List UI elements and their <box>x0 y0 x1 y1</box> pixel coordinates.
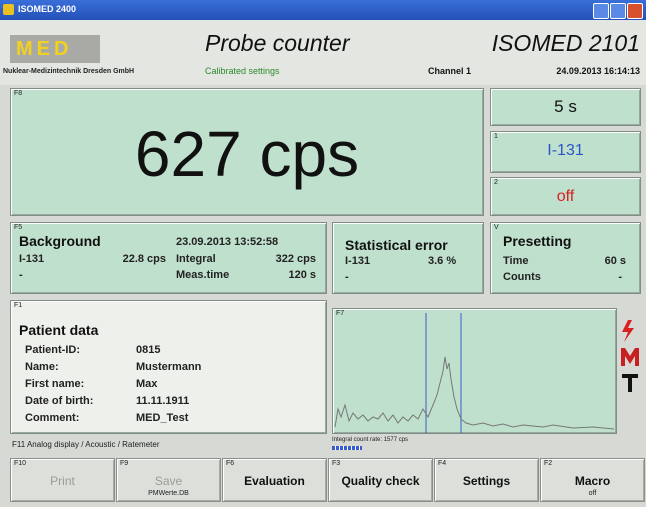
timestamp: 23.09.2013 13:52:58 <box>176 236 279 248</box>
nuclide: I-131 <box>345 255 371 267</box>
function-button[interactable]: F6 Evaluation <box>222 458 327 502</box>
field-value: Max <box>136 378 158 390</box>
field-label: Comment: <box>25 412 80 424</box>
key-hint: 1 <box>494 133 498 140</box>
nuclide: I-131 <box>19 253 45 265</box>
rate: 22.8 cps <box>122 253 166 265</box>
field-value: 11.11.1911 <box>136 395 190 407</box>
spectrum-plot <box>334 313 615 433</box>
integral-label: Integral <box>176 253 216 265</box>
row-label: Counts <box>503 271 541 283</box>
title-bar: ISOMED 2400 <box>0 0 646 20</box>
key-hint: F10 <box>14 460 27 467</box>
app-icon <box>3 4 14 15</box>
background-panel[interactable]: F5 Background 23.09.2013 13:52:58 I-131 … <box>10 222 327 294</box>
key-hint: F1 <box>14 302 23 309</box>
statistical-error-panel: Statistical error I-131 3.6 % - <box>332 222 484 294</box>
dash: - <box>19 269 23 281</box>
progress <box>332 446 362 450</box>
company: Nuklear-Medizintechnik Dresden GmbH <box>3 68 135 75</box>
field-label: Name: <box>25 361 59 373</box>
presetting-panel[interactable]: V Presetting Time 60 s Counts - <box>490 222 641 294</box>
button-label: Macro <box>574 474 611 488</box>
field-value: MED_Test <box>136 412 189 424</box>
button-label: Settings <box>462 474 511 488</box>
key-hint: 2 <box>494 179 498 186</box>
ratemeter-icon <box>628 374 632 392</box>
time-value: 5 s <box>554 97 577 116</box>
function-button[interactable]: F10 Print <box>10 458 115 502</box>
row-value: - <box>618 271 622 283</box>
close-button[interactable] <box>627 3 643 19</box>
function-button[interactable]: F9 Save PMWerte.DB <box>116 458 221 502</box>
nuclide-value: I-131 <box>547 142 584 159</box>
function-button[interactable]: F4 Settings <box>434 458 539 502</box>
panel-title: Patient data <box>19 322 99 338</box>
key-hint: F5 <box>14 224 23 231</box>
time-label: Meas.time <box>176 269 230 281</box>
key-hint: F8 <box>14 90 23 97</box>
spectrum-caption: Integral count rate: 1577 cps <box>332 437 409 443</box>
count-reading: 627 cps <box>134 118 360 190</box>
maximize-button[interactable] <box>610 3 626 19</box>
row-value: 60 s <box>604 255 626 267</box>
main-display: F8 627 cps <box>10 88 484 216</box>
panel-title: Background <box>19 233 101 249</box>
error-value: 3.6 % <box>428 255 457 267</box>
button-sublabel: off <box>588 490 597 497</box>
field-label: First name: <box>25 378 85 390</box>
logo-text: MED <box>16 38 73 60</box>
header: MED Nuklear-Medizintechnik Dresden GmbH … <box>0 20 646 85</box>
function-button[interactable]: F3 Quality check <box>328 458 433 502</box>
key-hint: F9 <box>120 460 129 467</box>
mode-panel[interactable]: 2 off <box>490 177 641 216</box>
integral-value: 322 cps <box>275 253 316 265</box>
key-hint: V <box>494 224 499 231</box>
logo: MED <box>10 35 100 63</box>
status-icons <box>621 320 639 392</box>
panel-title: Presetting <box>503 233 572 249</box>
subtitle: Calibrated settings <box>205 66 280 76</box>
button-label: Evaluation <box>244 474 305 488</box>
acoustic-icon <box>622 320 634 342</box>
spectrum-trace <box>334 356 615 430</box>
datetime: 24.09.2013 16:14:13 <box>556 66 640 76</box>
nuclide-panel[interactable]: 1 I-131 <box>490 131 641 173</box>
channel: Channel 1 <box>428 66 472 76</box>
time-panel: 5 s <box>490 88 641 126</box>
dash: - <box>345 271 349 283</box>
function-button[interactable]: F2 Macro off <box>540 458 645 502</box>
key-hint: F7 <box>336 310 345 317</box>
spectrum-panel: F7 <box>332 308 617 434</box>
window-title: ISOMED 2400 <box>18 4 77 14</box>
time-value: 120 s <box>288 269 316 281</box>
field-label: Patient-ID: <box>25 344 80 356</box>
button-label: Save <box>154 474 183 488</box>
key-hint: F6 <box>226 460 235 467</box>
row-label: Time <box>503 255 529 267</box>
device: ISOMED 2101 <box>491 30 640 56</box>
field-label: Date of birth: <box>25 395 94 407</box>
key-hint: F4 <box>438 460 447 467</box>
field-value: Mustermann <box>136 361 202 373</box>
macro-icon <box>621 348 639 366</box>
button-label: Quality check <box>341 474 420 488</box>
panel-title: Statistical error <box>345 237 448 253</box>
mode: Probe counter <box>205 30 350 56</box>
mode-value: off <box>556 188 575 205</box>
field-value: 0815 <box>136 344 161 356</box>
key-hint: F3 <box>332 460 341 467</box>
button-label: Print <box>50 474 75 488</box>
key-hint: F2 <box>544 460 553 467</box>
patient-panel[interactable]: F1 Patient data Patient-ID: 0815 Name: Must… <box>10 300 327 434</box>
status-line: F11 Analog display / Acoustic / Ratemete… <box>12 440 160 449</box>
button-sublabel: PMWerte.DB <box>148 490 189 497</box>
minimize-button[interactable] <box>593 3 609 19</box>
